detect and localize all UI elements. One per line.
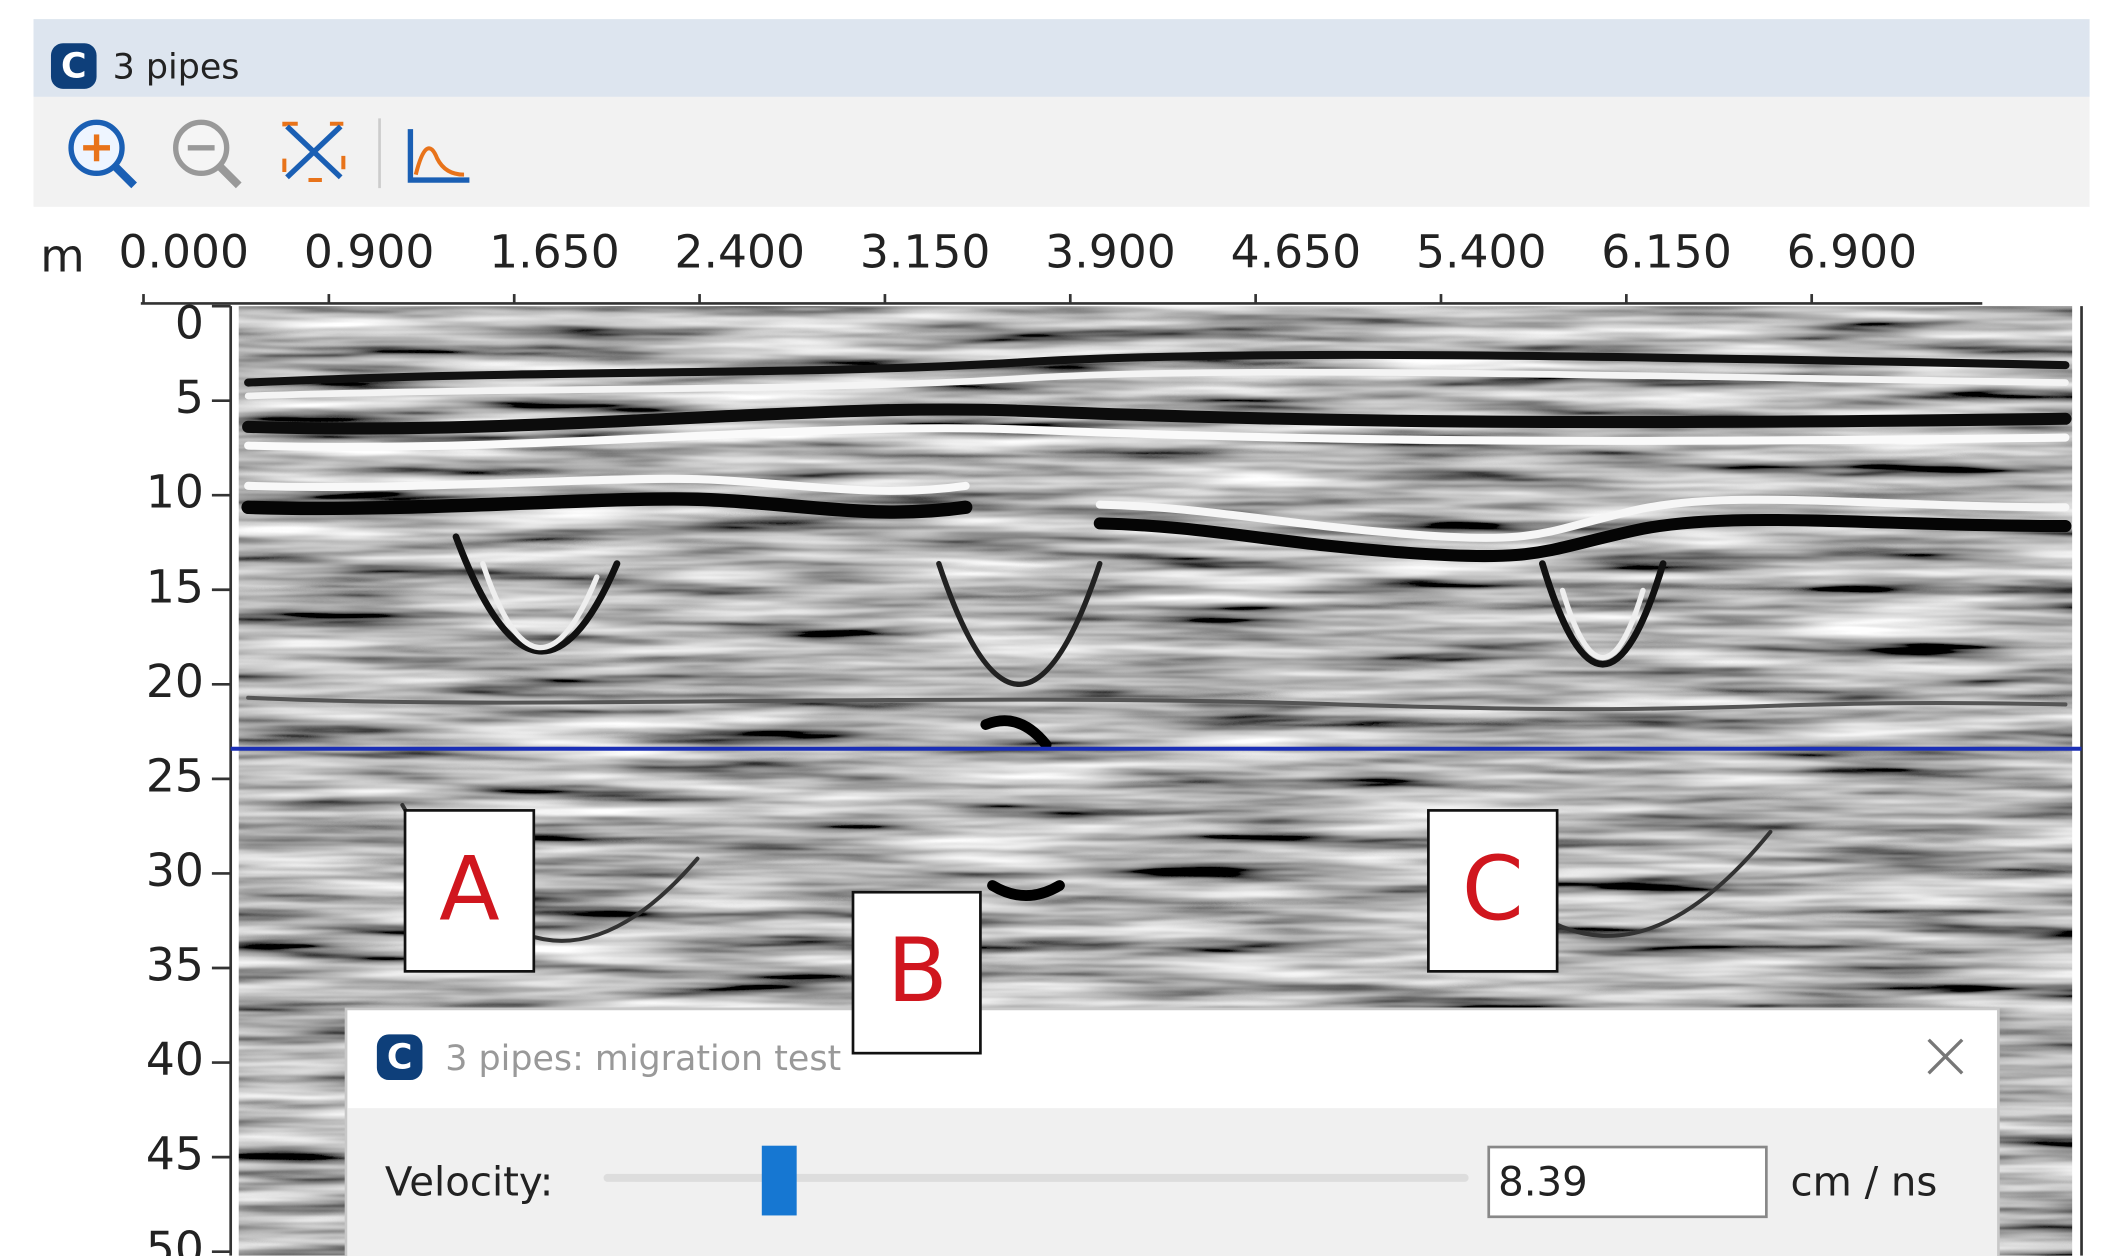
marker-label: B bbox=[887, 919, 948, 1022]
x-tick-label: 3.150 bbox=[860, 226, 991, 279]
x-tick-label: 0.900 bbox=[304, 226, 435, 279]
page: C 3 pipes m 0.000 0.900 1.650 2.400 3.150 3.9… bbox=[0, 0, 2103, 1256]
velocity-slider-track[interactable] bbox=[604, 1174, 1469, 1182]
y-tick-label: 0 bbox=[175, 297, 204, 350]
velocity-value: 8.39 bbox=[1498, 1160, 1588, 1206]
y-tick-label: 20 bbox=[146, 655, 204, 708]
x-tick-label: 3.900 bbox=[1045, 226, 1176, 279]
y-tick-label: 50 bbox=[146, 1222, 204, 1256]
y-tick-label: 40 bbox=[146, 1033, 204, 1086]
dialog-title: 3 pipes: migration test bbox=[445, 1039, 841, 1079]
x-tick-label: 6.900 bbox=[1787, 226, 1918, 279]
x-tick-label: 0.000 bbox=[118, 226, 249, 279]
y-tick-label: 45 bbox=[146, 1128, 204, 1181]
marker-label: A bbox=[439, 837, 500, 940]
app-window: C 3 pipes m 0.000 0.900 1.650 2.400 3.150 3.9… bbox=[0, 0, 2103, 1256]
y-tick-label: 35 bbox=[146, 938, 204, 991]
y-tick-label: 30 bbox=[146, 844, 204, 897]
x-tick-label: 6.150 bbox=[1601, 226, 1732, 279]
y-tick-label: 5 bbox=[175, 371, 204, 424]
x-tick-label: 5.400 bbox=[1416, 226, 1547, 279]
window-title: 3 pipes bbox=[113, 48, 240, 88]
x-tick-label: 4.650 bbox=[1231, 226, 1362, 279]
y-tick-label: 10 bbox=[146, 466, 204, 519]
migration-dialog: C 3 pipes: migration test Velocity: 8.39… bbox=[346, 1009, 1998, 1256]
velocity-label: Velocity: bbox=[385, 1160, 553, 1206]
x-tick-label: 1.650 bbox=[489, 226, 620, 279]
title-bar bbox=[34, 19, 2090, 97]
velocity-unit: cm / ns bbox=[1791, 1160, 1938, 1206]
y-tick-label: 25 bbox=[146, 749, 204, 802]
y-tick-label: 15 bbox=[146, 560, 204, 613]
x-tick-label: 2.400 bbox=[675, 226, 806, 279]
marker-label: C bbox=[1462, 837, 1524, 940]
velocity-slider-thumb[interactable] bbox=[762, 1146, 797, 1216]
toolbar bbox=[34, 97, 2090, 207]
app-icon-glyph: C bbox=[61, 46, 87, 86]
x-axis-unit: m bbox=[40, 230, 84, 283]
dialog-icon-glyph: C bbox=[387, 1038, 413, 1078]
